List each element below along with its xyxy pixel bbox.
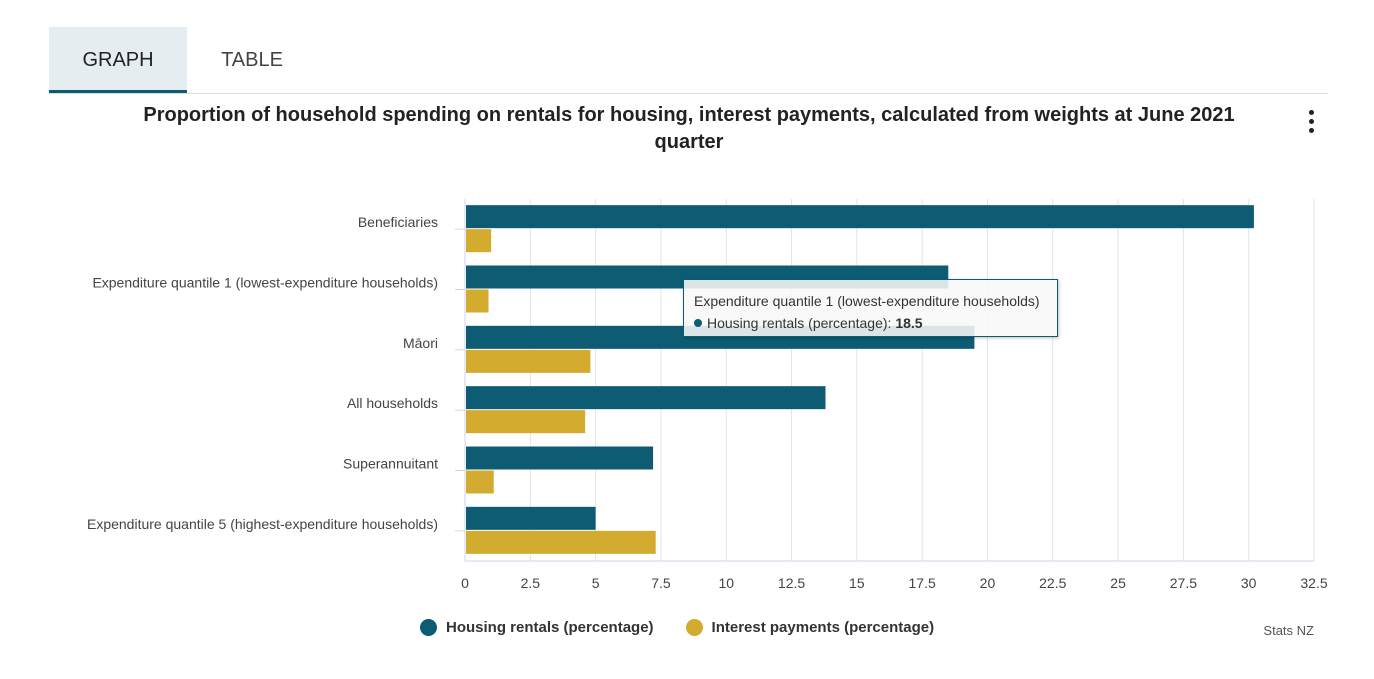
x-tick-label: 10 bbox=[718, 575, 734, 591]
bar-interest-payments[interactable] bbox=[466, 470, 494, 494]
bar-housing-rentals[interactable] bbox=[466, 446, 654, 470]
bar-interest-payments[interactable] bbox=[466, 530, 656, 554]
legend-marker-housing bbox=[420, 618, 437, 636]
bar-interest-payments[interactable] bbox=[466, 289, 489, 313]
legend-item-interest[interactable]: Interest payments (percentage) bbox=[685, 618, 935, 636]
category-label: All households bbox=[347, 395, 438, 411]
category-label: Beneficiaries bbox=[358, 214, 438, 230]
legend-item-housing[interactable]: Housing rentals (percentage) bbox=[420, 618, 654, 636]
tooltip-row: Housing rentals (percentage): 18.5 bbox=[694, 315, 923, 331]
bar-interest-payments[interactable] bbox=[466, 349, 591, 373]
x-tick-label: 15 bbox=[849, 575, 865, 591]
tab-bar: GRAPH TABLE bbox=[49, 27, 1328, 94]
x-tick-label: 5 bbox=[592, 575, 600, 591]
bar-interest-payments[interactable] bbox=[466, 229, 492, 253]
credit-text[interactable]: Stats NZ bbox=[1263, 623, 1314, 638]
x-tick-label: 17.5 bbox=[909, 575, 936, 591]
category-label: Expenditure quantile 5 (highest-expendit… bbox=[87, 516, 438, 532]
vertical-ellipsis-icon[interactable] bbox=[1300, 110, 1322, 138]
category-label: Superannuitant bbox=[343, 456, 438, 472]
tooltip-series-name: Housing rentals (percentage) bbox=[707, 315, 888, 331]
bar-housing-rentals[interactable] bbox=[466, 205, 1254, 229]
tooltip-separator: : bbox=[887, 315, 892, 331]
legend-label-housing: Housing rentals (percentage) bbox=[446, 618, 654, 636]
x-tick-label: 12.5 bbox=[778, 575, 805, 591]
tooltip-series-marker bbox=[694, 319, 702, 327]
tooltip-value: 18.5 bbox=[895, 315, 923, 331]
tooltip: Expenditure quantile 1 (lowest-expenditu… bbox=[683, 279, 1058, 337]
chart-title: Proportion of household spending on rent… bbox=[143, 104, 1235, 153]
legend-label-interest: Interest payments (percentage) bbox=[711, 618, 935, 636]
x-tick-label: 20 bbox=[980, 575, 996, 591]
bar-housing-rentals[interactable] bbox=[466, 386, 826, 410]
x-tick-label: 32.5 bbox=[1300, 575, 1327, 591]
tab-graph[interactable]: GRAPH bbox=[49, 27, 187, 93]
bar-interest-payments[interactable] bbox=[466, 410, 586, 434]
category-label: Māori bbox=[403, 335, 438, 351]
x-tick-label: 30 bbox=[1241, 575, 1257, 591]
tab-table[interactable]: TABLE bbox=[221, 49, 283, 71]
bar-housing-rentals[interactable] bbox=[466, 506, 596, 530]
category-label: Expenditure quantile 1 (lowest-expenditu… bbox=[92, 275, 438, 291]
legend: Housing rentals (percentage) Interest pa… bbox=[420, 616, 966, 638]
x-tick-label: 7.5 bbox=[651, 575, 671, 591]
legend-marker-interest bbox=[685, 618, 703, 636]
tooltip-category: Expenditure quantile 1 (lowest-expenditu… bbox=[694, 293, 1040, 309]
x-tick-label: 27.5 bbox=[1170, 575, 1197, 591]
x-tick-label: 25 bbox=[1110, 575, 1126, 591]
x-tick-label: 2.5 bbox=[521, 575, 541, 591]
x-tick-label: 0 bbox=[461, 575, 469, 591]
x-tick-label: 22.5 bbox=[1039, 575, 1066, 591]
